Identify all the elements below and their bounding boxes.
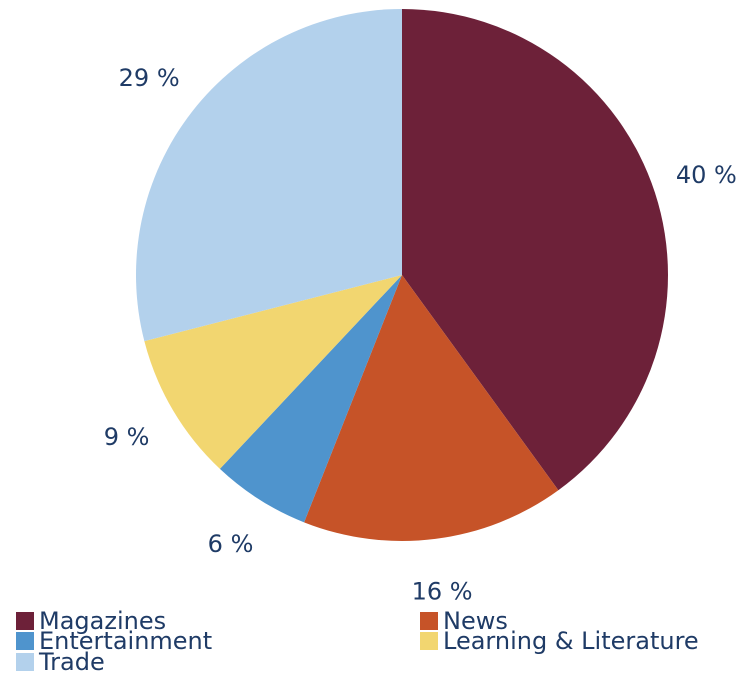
legend-label-learning-literature: Learning & Literature xyxy=(443,629,699,653)
legend-swatch-news xyxy=(420,612,438,630)
legend-item-trade: Trade xyxy=(16,650,105,674)
legend-swatch-magazines xyxy=(16,612,34,630)
legend-swatch-learning-literature xyxy=(420,632,438,650)
legend: Magazines News Entertainment Learning & … xyxy=(0,605,749,685)
pie-label-trade: 29 % xyxy=(119,64,180,92)
legend-label-trade: Trade xyxy=(39,650,105,674)
legend-swatch-trade xyxy=(16,653,34,671)
legend-swatch-entertainment xyxy=(16,632,34,650)
legend-item-learning-literature: Learning & Literature xyxy=(420,629,699,653)
pie-chart: 40 % 16 % 6 % 9 % 29 % xyxy=(0,0,749,600)
pie-label-entertainment: 6 % xyxy=(208,530,254,558)
pie-label-learning-literature: 9 % xyxy=(104,423,150,451)
pie-label-magazines: 40 % xyxy=(676,161,737,189)
pie-label-news: 16 % xyxy=(412,577,473,600)
pie-slices xyxy=(136,9,668,541)
